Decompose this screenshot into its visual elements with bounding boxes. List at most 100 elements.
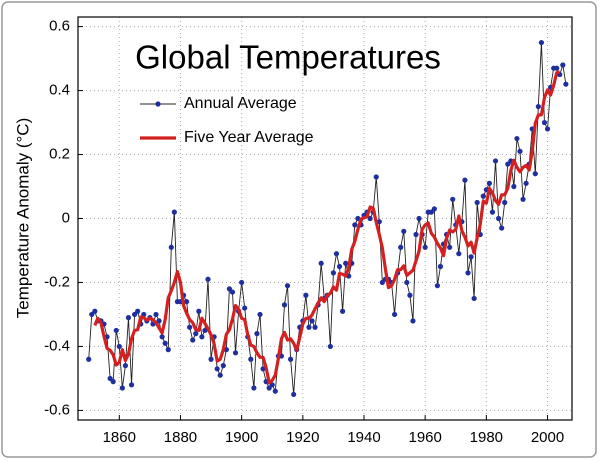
data-point [480,193,486,199]
y-tick-label: -0.4 [44,337,70,354]
data-point [401,228,407,234]
data-point [291,391,297,398]
x-tick-label: 1940 [347,429,380,446]
data-point [229,289,236,295]
x-tick-label: 1980 [470,429,503,446]
data-point [535,103,541,110]
data-point [462,177,468,183]
x-tick-label: 1880 [164,429,197,446]
data-point [447,244,453,250]
data-point [502,199,508,206]
data-point [437,263,444,270]
data-point [532,171,538,177]
data-point [156,318,162,324]
data-point [122,363,129,369]
data-point [135,308,141,314]
data-point [196,308,202,314]
data-point [303,292,309,298]
data-point [248,356,254,362]
data-point [119,385,125,391]
grid [78,17,572,420]
data-point [272,388,278,394]
y-tick-label: 0 [62,209,70,226]
chart-title: Global Temperatures [135,39,441,76]
y-axis-label: Temperature Anomaly (°C) [13,118,32,318]
data-point [202,327,208,334]
data-point [398,244,404,250]
y-tick-label: 0.6 [49,18,70,35]
x-tick-label: 1860 [103,429,136,446]
data-point [520,196,526,202]
data-point [339,308,346,314]
data-point [456,251,462,257]
data-point [217,372,223,378]
data-point [284,283,291,289]
y-tick-label: -0.6 [44,401,70,418]
data-point [193,331,199,337]
data-point [159,334,165,340]
data-point [251,385,257,391]
data-point [318,260,324,266]
data-point [407,292,413,298]
data-point [239,279,245,286]
data-point [125,315,132,321]
data-point [404,279,410,286]
data-point [410,318,416,324]
data-point [538,39,545,46]
data-point [434,283,441,289]
data-point [162,340,168,346]
data-point [153,311,159,318]
data-point [327,343,333,350]
data-point [514,135,520,142]
data-point [468,254,474,260]
data-point [168,244,174,250]
data-point [309,318,315,324]
data-point [183,299,190,305]
x-tick-label: 1900 [225,429,258,446]
legend: Annual Average Five Year Average [140,95,314,146]
data-point [492,158,499,164]
data-point [260,366,266,372]
data-point [220,363,226,369]
data-point [544,126,551,132]
data-point [312,324,318,330]
data-point [511,183,517,190]
data-point [257,311,263,318]
marks [86,39,569,398]
x-tick-label: 1960 [408,429,441,446]
data-point [499,225,505,231]
data-point [489,209,496,215]
five-year-line [93,70,561,385]
data-point [474,199,480,206]
data-point [352,222,358,228]
data-point [171,209,177,215]
plot-area [77,16,573,421]
data-point [416,215,422,222]
data-point [450,196,456,202]
data-point [232,350,239,356]
data-point [116,343,122,350]
data-point [165,347,171,353]
data-point [431,206,437,212]
plot-border [77,16,573,421]
data-point [471,295,477,302]
data-point [333,251,340,257]
data-point [465,270,471,276]
data-point [214,366,220,372]
legend-marker [155,101,161,107]
data-point [199,334,205,340]
x-tick-label: 2000 [531,429,564,446]
legend-label: Annual Average [184,95,297,112]
data-point [128,382,135,388]
data-point [205,276,211,282]
data-point [254,331,260,337]
legend-label: Five Year Average [184,129,314,146]
data-point [330,270,337,276]
data-point [306,324,312,330]
data-point [495,215,502,222]
data-point [373,174,379,180]
data-point [113,327,119,334]
data-point [554,65,560,71]
data-point [486,180,493,186]
